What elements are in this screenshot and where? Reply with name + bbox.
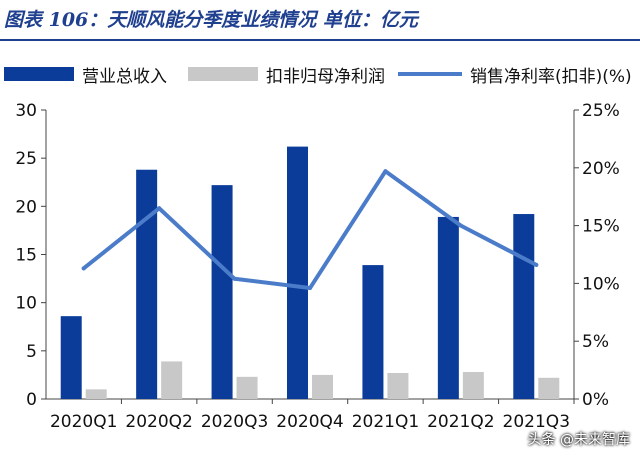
point-net-margin (534, 262, 539, 267)
point-net-margin (458, 223, 463, 228)
legend-swatch-revenue (4, 67, 74, 81)
legend-swatch-profit (188, 67, 258, 81)
bar-revenue (211, 185, 233, 399)
point-net-margin (232, 276, 237, 281)
left-axis-tick-label: 25 (15, 149, 37, 169)
bar-revenue (513, 214, 535, 399)
bar-revenue (136, 169, 158, 399)
bar-profit (85, 389, 107, 399)
x-axis-tick-label: 2020Q4 (276, 412, 343, 432)
right-axis-tick-label: 15% (582, 217, 620, 237)
title-divider (0, 39, 640, 41)
left-axis-tick-label: 30 (15, 101, 37, 121)
right-axis-tick-label: 25% (582, 101, 620, 121)
bar-profit (161, 361, 183, 399)
right-axis-tick-label: 20% (582, 159, 620, 179)
x-axis-tick-label: 2021Q3 (503, 412, 570, 432)
legend-item-margin: 销售净利率(扣非)(%) (398, 62, 632, 87)
left-axis-tick-label: 20 (15, 197, 37, 217)
x-axis-tick-label: 2020Q2 (125, 412, 192, 432)
bar-profit (236, 376, 258, 399)
x-axis-tick-label: 2021Q1 (352, 412, 419, 432)
bar-revenue (287, 146, 308, 399)
legend-label-revenue: 营业总收入 (82, 66, 167, 87)
watermark: 头条 @未来智库 (527, 432, 630, 448)
point-net-margin (308, 286, 312, 291)
left-axis-tick-label: 10 (15, 294, 37, 314)
legend-swatch-margin (398, 72, 462, 76)
x-axis-tick-label: 2020Q1 (50, 412, 117, 432)
legend-item-revenue: 营业总收入 (4, 62, 167, 87)
right-axis-tick-label: 0% (582, 390, 609, 410)
legend-label-profit: 扣非归母净利润 (266, 66, 385, 87)
right-axis-tick-label: 10% (582, 274, 620, 294)
bar-revenue (437, 216, 459, 399)
point-net-margin (157, 206, 162, 211)
right-axis-tick-label: 5% (582, 332, 609, 352)
legend-item-profit: 扣非归母净利润 (188, 62, 385, 87)
bar-profit (538, 377, 560, 399)
left-axis-tick-label: 0 (26, 390, 37, 410)
bar-revenue (60, 316, 82, 399)
chart-title: 图表 106：天顺风能分季度业绩情况 单位：亿元 (4, 9, 418, 31)
left-axis-tick-label: 5 (26, 342, 37, 362)
bar-profit (462, 372, 484, 399)
bar-profit (312, 374, 333, 399)
legend: 营业总收入 扣非归母净利润 销售净利率(扣非)(%) (0, 62, 640, 87)
point-net-margin (383, 169, 388, 174)
x-axis-tick-label: 2021Q2 (427, 412, 494, 432)
bar-profit (387, 372, 409, 399)
point-net-margin (81, 266, 86, 271)
legend-label-margin: 销售净利率(扣非)(%) (470, 66, 632, 87)
bar-revenue (362, 265, 384, 399)
x-axis-tick-label: 2020Q3 (201, 412, 268, 432)
left-axis-tick-label: 15 (15, 246, 37, 266)
